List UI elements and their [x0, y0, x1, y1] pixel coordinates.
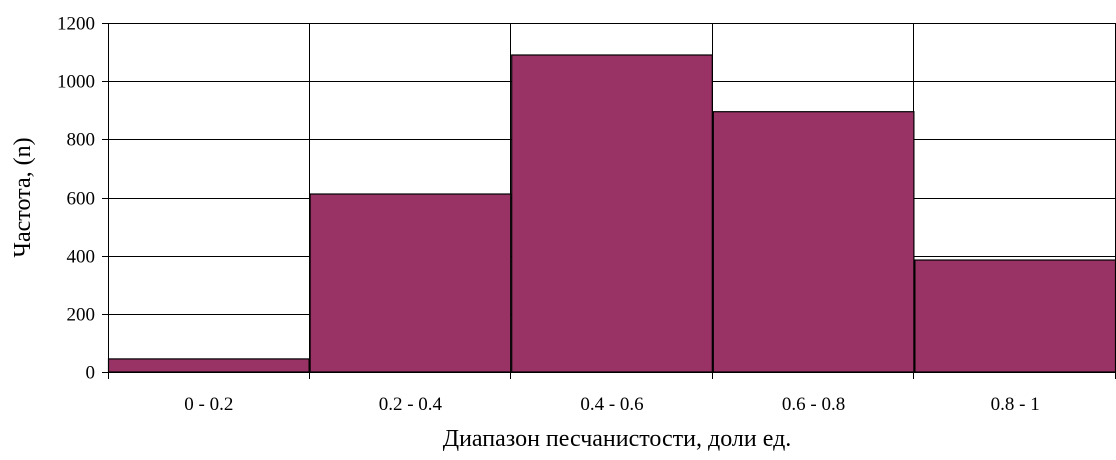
x-tick-label: 0.2 - 0.4 [379, 394, 443, 415]
x-tick-label: 0 - 0.2 [184, 394, 233, 415]
bar-0 [107, 358, 310, 373]
y-tick-label: 600 [67, 189, 96, 210]
y-tick-label: 0 [86, 363, 96, 384]
x-tick-labels: 0 - 0.2 0.2 - 0.4 0.4 - 0.6 0.6 - 0.8 0.8 - … [184, 394, 1039, 415]
x-tick-label: 0.8 - 1 [991, 394, 1040, 415]
x-tick-label: 0.6 - 0.8 [782, 394, 845, 415]
y-tick-labels: 0 200 400 600 800 1000 1200 [57, 14, 95, 384]
bar-2 [511, 54, 713, 373]
axes [102, 23, 1116, 379]
bar-4 [914, 259, 1116, 373]
y-axis-title: Частота, (n) [10, 137, 36, 257]
y-tick-label: 200 [67, 305, 96, 326]
bar-3 [712, 111, 915, 373]
x-tick-label: 0.4 - 0.6 [580, 394, 643, 415]
y-tick-label: 1200 [57, 14, 95, 35]
y-tick-label: 400 [67, 247, 96, 268]
x-axis-title: Диапазон песчанистости, доли ед. [443, 426, 792, 452]
bars [107, 54, 1116, 373]
y-tick-label: 1000 [57, 72, 95, 93]
bar-1 [309, 193, 512, 373]
y-tick-label: 800 [67, 130, 96, 151]
